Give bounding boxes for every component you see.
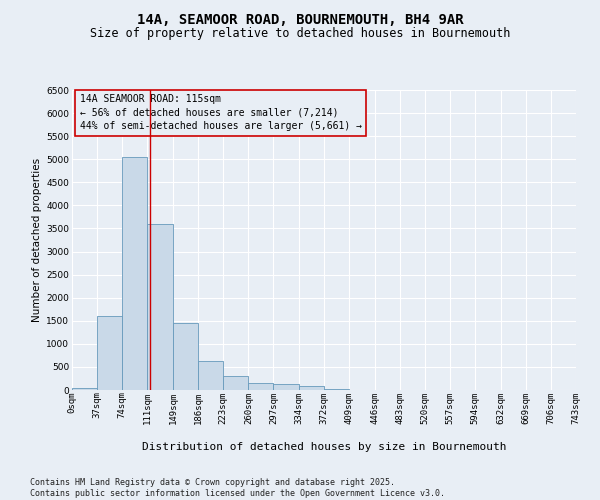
- Text: 14A, SEAMOOR ROAD, BOURNEMOUTH, BH4 9AR: 14A, SEAMOOR ROAD, BOURNEMOUTH, BH4 9AR: [137, 12, 463, 26]
- Bar: [72, 388, 97, 390]
- Bar: [147, 224, 173, 390]
- Bar: [198, 362, 223, 390]
- Bar: [223, 376, 248, 390]
- Text: 14A SEAMOOR ROAD: 115sqm
← 56% of detached houses are smaller (7,214)
44% of sem: 14A SEAMOOR ROAD: 115sqm ← 56% of detach…: [80, 94, 362, 131]
- Text: Size of property relative to detached houses in Bournemouth: Size of property relative to detached ho…: [90, 28, 510, 40]
- Bar: [122, 157, 147, 390]
- Bar: [325, 388, 349, 390]
- Bar: [97, 316, 122, 390]
- Text: Distribution of detached houses by size in Bournemouth: Distribution of detached houses by size …: [142, 442, 506, 452]
- Y-axis label: Number of detached properties: Number of detached properties: [32, 158, 42, 322]
- Bar: [299, 386, 325, 390]
- Bar: [274, 384, 299, 390]
- Bar: [173, 323, 198, 390]
- Text: Contains HM Land Registry data © Crown copyright and database right 2025.
Contai: Contains HM Land Registry data © Crown c…: [30, 478, 445, 498]
- Bar: [248, 383, 274, 390]
